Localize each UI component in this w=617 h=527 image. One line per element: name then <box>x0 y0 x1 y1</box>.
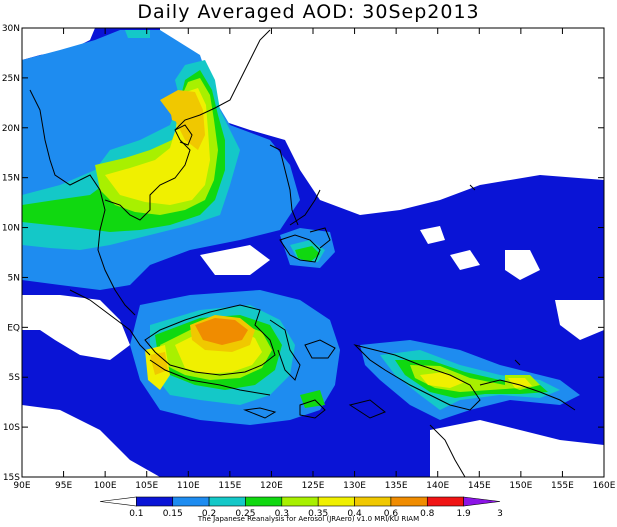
low-aod-regions <box>22 28 604 477</box>
colorbar-swatch <box>99 496 137 507</box>
lon-label-100E: 100E <box>94 481 117 491</box>
longitude-labels: 90E 95E 100E 105E 110E 115E 120E 125E 130E 135E 14… <box>13 481 615 491</box>
coastlines <box>29 29 576 477</box>
lat-label-10N: 10N <box>2 224 20 234</box>
lat-label-15S: 15S <box>3 473 20 483</box>
lat-label-30N: 30N <box>2 24 20 34</box>
colorbar-swatch <box>172 496 210 507</box>
colorbar-label-3: 3 <box>497 509 503 519</box>
lat-label-5N: 5N <box>8 273 20 283</box>
colorbar-swatch <box>208 496 246 507</box>
lat-label-EQ: EQ <box>7 323 20 333</box>
lat-label-20N: 20N <box>2 124 20 134</box>
lon-label-90E: 90E <box>13 481 30 491</box>
footer-credit: The Japanese Reanalysis for Aerosol (JRA… <box>197 515 420 523</box>
colorbar-swatch <box>390 496 428 507</box>
colorbar-swatch <box>136 496 174 507</box>
colorbar-swatch <box>354 496 392 507</box>
aod-level-0-6 <box>195 318 248 345</box>
lon-label-120E: 120E <box>260 481 283 491</box>
colorbar-label-0.4: 0.4 <box>347 509 362 519</box>
colorbar-label-0.15: 0.15 <box>163 509 183 519</box>
latitude-labels: 30N 25N 20N 15N 10N 5N EQ 5S 10S 15S <box>2 24 20 483</box>
colorbar-label-0.2: 0.2 <box>202 509 216 519</box>
lon-label-150E: 150E <box>509 481 532 491</box>
lon-label-105E: 105E <box>135 481 158 491</box>
aod-field <box>22 28 604 477</box>
colorbar-label-0.8: 0.8 <box>420 509 435 519</box>
lon-label-130E: 130E <box>343 481 366 491</box>
colorbar-label-0.6: 0.6 <box>384 509 399 519</box>
colorbar-swatch <box>463 496 501 507</box>
lon-label-125E: 125E <box>302 481 325 491</box>
colorbar-label-0.25: 0.25 <box>235 509 255 519</box>
lon-label-145E: 145E <box>468 481 491 491</box>
lon-label-140E: 140E <box>426 481 449 491</box>
lon-label-110E: 110E <box>177 481 200 491</box>
colorbar-swatch <box>317 496 355 507</box>
colorbar: 0.1 0.15 0.2 0.25 0.3 0.35 0.4 0.6 0.8 1.9 3 <box>99 496 503 519</box>
colorbar-label-1.9: 1.9 <box>456 509 471 519</box>
lon-label-95E: 95E <box>55 481 72 491</box>
map-title: Daily Averaged AOD: 30Sep2013 <box>137 1 480 23</box>
lat-label-10S: 10S <box>3 423 20 433</box>
axis-ticks <box>21 27 605 478</box>
lon-label-135E: 135E <box>385 481 408 491</box>
lat-label-15N: 15N <box>2 174 20 184</box>
colorbar-swatch <box>426 496 464 507</box>
lon-label-115E: 115E <box>218 481 241 491</box>
colorbar-label-0.1: 0.1 <box>129 509 143 519</box>
colorbar-swatch <box>245 496 283 507</box>
lon-label-155E: 155E <box>551 481 574 491</box>
colorbar-swatch <box>281 496 319 507</box>
colorbar-label-0.3: 0.3 <box>275 509 289 519</box>
lon-label-160E: 160E <box>593 481 616 491</box>
lat-label-5S: 5S <box>9 373 21 383</box>
lat-label-25N: 25N <box>2 74 20 84</box>
colorbar-label-0.35: 0.35 <box>308 509 328 519</box>
